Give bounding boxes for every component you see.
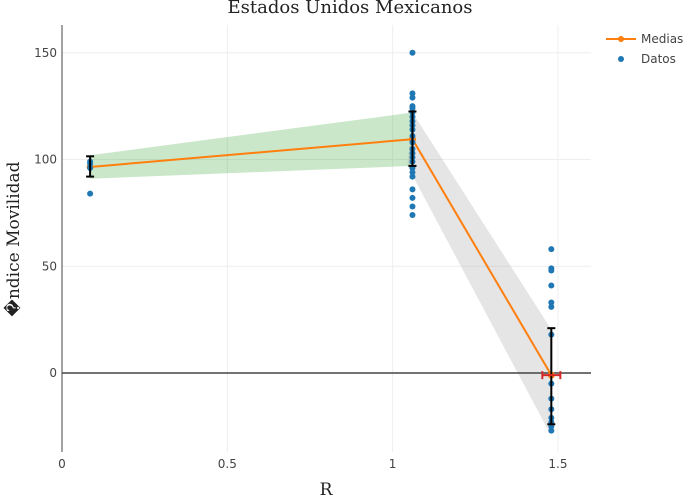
data-point (87, 190, 94, 197)
data-point (409, 194, 416, 201)
legend: Medias Datos (606, 32, 683, 66)
x-tick-label: 0 (58, 457, 66, 471)
data-point (548, 427, 555, 434)
data-point (409, 173, 416, 180)
data-point (548, 303, 555, 310)
error-bars (86, 110, 562, 426)
confidence-band-segment (90, 112, 413, 179)
x-tick-label: 1 (389, 457, 397, 471)
data-point (409, 169, 416, 176)
data-point (409, 186, 416, 193)
data-point (409, 94, 416, 101)
data-point (409, 212, 416, 219)
data-point (548, 246, 555, 253)
data-point (548, 267, 555, 274)
x-ticks: 0 0.5 1 1.5 (58, 457, 567, 471)
data-point (548, 282, 555, 289)
y-ticks: 0 50 100 150 (34, 46, 57, 380)
data-point (409, 203, 416, 210)
chart-title: Estados Unidos Mexicanos (228, 0, 473, 18)
data-point (409, 105, 416, 112)
data-point (409, 49, 416, 56)
legend-swatch-data (618, 56, 624, 62)
y-tick-label: 50 (42, 259, 57, 273)
y-tick-label: 150 (34, 46, 57, 60)
legend-label-mean: Medias (641, 32, 683, 46)
x-tick-label: 1.5 (548, 457, 567, 471)
grid (62, 25, 591, 452)
data-point (548, 299, 555, 306)
y-tick-label: 100 (34, 153, 57, 167)
y-tick-label: 0 (49, 366, 57, 380)
x-tick-label: 0.5 (218, 457, 237, 471)
y-axis-label: �ndice Movilidad (3, 161, 24, 316)
data-point (409, 90, 416, 97)
x-axis-label: R (320, 480, 334, 500)
legend-swatch-mean-marker (618, 36, 624, 42)
legend-label-data: Datos (641, 52, 676, 66)
